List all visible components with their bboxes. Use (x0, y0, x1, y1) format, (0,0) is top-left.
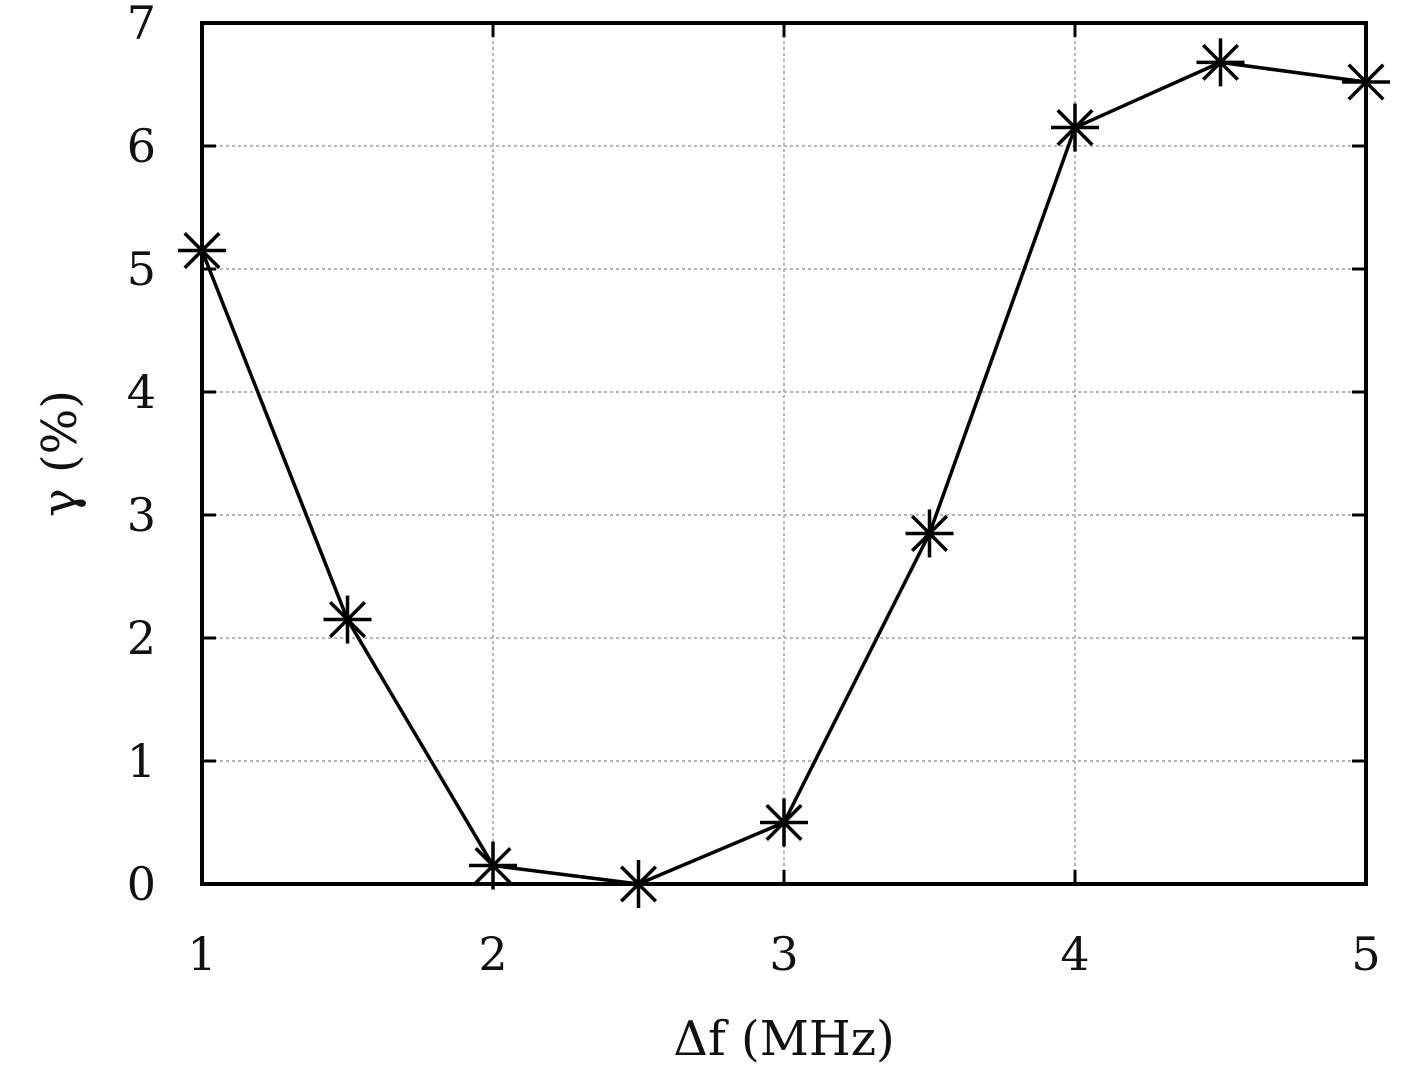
y-tick-label: 1 (127, 734, 156, 788)
y-tick-label: 6 (127, 119, 156, 173)
y-tick-label: 0 (127, 857, 156, 911)
y-tick-label: 2 (127, 611, 156, 665)
y-tick-label: 7 (127, 0, 156, 50)
y-axis-label: γ (%) (32, 390, 88, 517)
data-point-marker (1051, 103, 1099, 152)
x-tick-label: 4 (1060, 927, 1089, 981)
series (178, 38, 1390, 908)
x-tick-label: 3 (769, 927, 798, 981)
data-point-marker (323, 595, 372, 644)
axis-ticks (200, 21, 1368, 886)
data-point-marker (178, 226, 226, 275)
y-tick-label: 3 (127, 488, 156, 542)
data-point-marker (1342, 58, 1390, 107)
x-axis-label: Δf (MHz) (673, 1011, 894, 1067)
data-point-marker (905, 509, 954, 558)
data-point-marker (614, 860, 663, 908)
y-tick-label: 4 (127, 365, 156, 419)
plot-frame (200, 21, 1368, 886)
x-tick-label: 2 (478, 927, 507, 981)
data-point-marker (469, 841, 517, 890)
y-tick-label: 5 (127, 242, 156, 296)
x-tick-label: 5 (1351, 927, 1380, 981)
data-point-marker (1196, 38, 1245, 87)
grid (202, 23, 1366, 884)
data-point-marker (760, 798, 808, 847)
x-tick-label: 1 (187, 927, 216, 981)
